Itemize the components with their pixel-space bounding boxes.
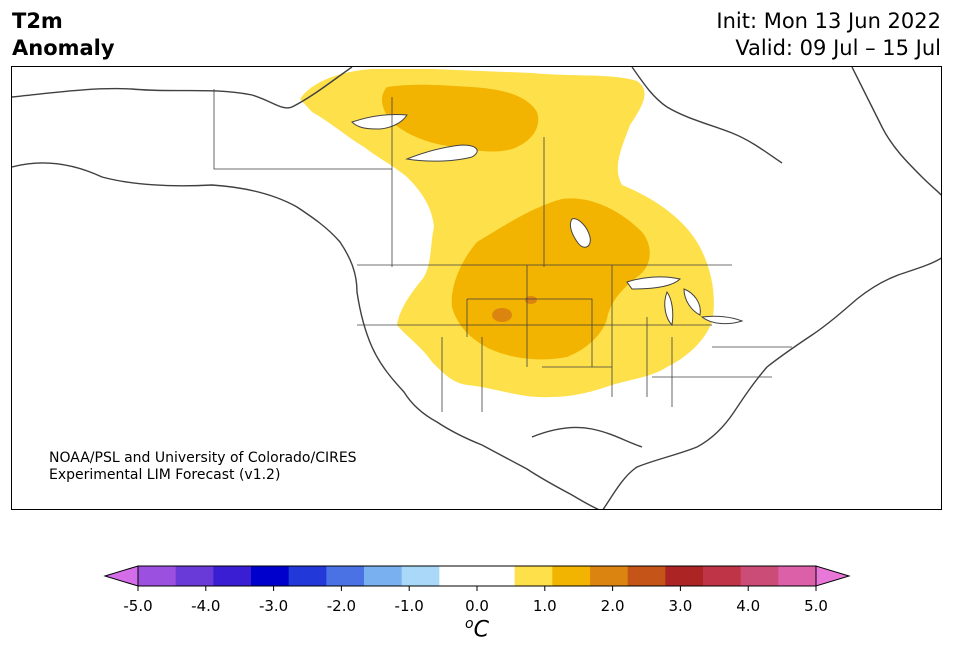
colorbar-cell — [778, 566, 817, 586]
lake-great-bear — [351, 114, 408, 130]
title-line-2: Anomaly — [12, 36, 115, 60]
colorbar-cell — [703, 566, 742, 586]
unit-base: C — [473, 617, 489, 643]
coastlines — [12, 67, 941, 509]
colorbar-cell — [439, 566, 478, 586]
political-borders — [213, 89, 792, 412]
colorbar-cell — [138, 566, 177, 586]
colorbar-tick-label: 5.0 — [804, 597, 828, 615]
valid-date: Valid: 09 Jul – 15 Jul — [735, 36, 941, 60]
colorbar-cell — [740, 566, 779, 586]
credit-text: NOAA/PSL and University of Colorado/CIRE… — [49, 450, 357, 484]
credit-line-2: Experimental LIM Forecast (v1.2) — [49, 467, 281, 483]
colorbar-tick-label: 2.0 — [600, 597, 625, 615]
colorbar-tick-label: -1.0 — [394, 597, 424, 615]
anomaly-band-2-north — [381, 84, 539, 152]
colorbar-cell — [288, 566, 327, 586]
anomaly-spot-1 — [492, 308, 512, 322]
colorbar-tick-label: -3.0 — [258, 597, 289, 615]
colorbar-tick-label: -2.0 — [326, 597, 357, 615]
anomaly-map — [11, 66, 942, 510]
colorbar-cell — [552, 566, 591, 586]
map-title: T2m Anomaly — [12, 8, 115, 62]
forecast-dates: Init: Mon 13 Jun 2022 Valid: 09 Jul – 15… — [716, 8, 941, 62]
colorbar-cell — [665, 566, 704, 586]
init-date: Init: Mon 13 Jun 2022 — [716, 9, 941, 33]
colorbar-min-arrow — [103, 565, 139, 587]
colorbar-cell — [590, 566, 629, 586]
colorbar-max-arrow — [815, 565, 851, 587]
colorbar-tick-label: -5.0 — [123, 597, 153, 615]
colorbar-unit: oC — [465, 616, 489, 642]
colorbar-tick-label: -4.0 — [191, 597, 221, 615]
credit-line-1: NOAA/PSL and University of Colorado/CIRE… — [49, 450, 357, 466]
map-canvas — [12, 67, 941, 509]
colorbar-cell — [251, 566, 290, 586]
lake-winnipeg — [569, 218, 591, 248]
colorbar-cell — [175, 566, 214, 586]
anomaly-spot-2 — [525, 296, 537, 304]
colorbar-cell — [326, 566, 365, 586]
great-lakes — [626, 276, 744, 327]
colorbar-cell — [364, 566, 403, 586]
colorbar-tick-label: 4.0 — [736, 597, 761, 615]
colorbar-cell — [514, 566, 553, 586]
title-line-1: T2m — [12, 9, 63, 33]
lake-great-slave — [405, 144, 478, 162]
colorbar-cell — [401, 566, 440, 586]
unit-superscript: o — [465, 616, 474, 632]
colorbar-tick-label: 1.0 — [532, 597, 557, 615]
colorbar-tick-label: 0.0 — [465, 597, 489, 615]
colorbar-cell — [627, 566, 666, 586]
colorbar-tick-label: 3.0 — [668, 597, 693, 615]
colorbar-cell — [477, 566, 516, 586]
colorbar-cell — [213, 566, 252, 586]
